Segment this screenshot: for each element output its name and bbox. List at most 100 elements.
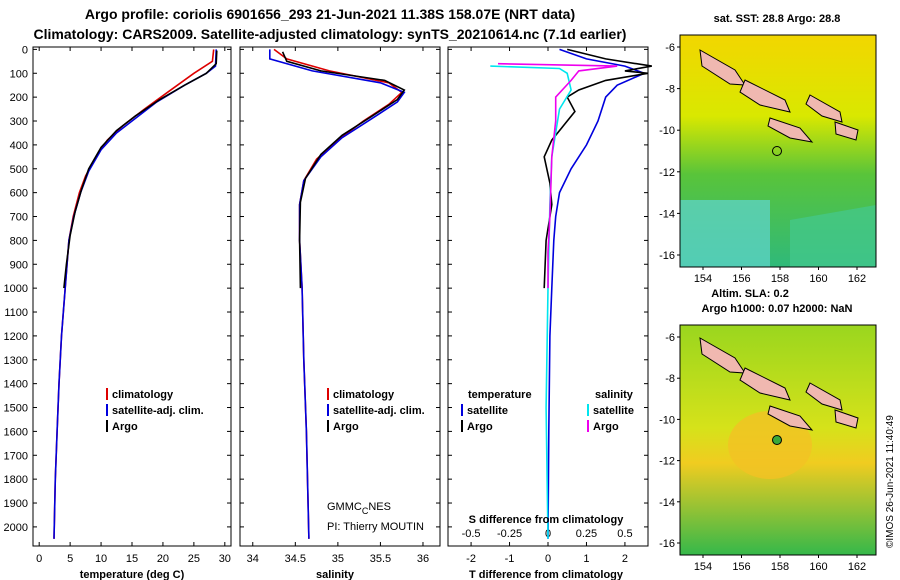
- map-bottom-title-2: Argo h1000: 0.07 h2000: NaN: [701, 303, 852, 315]
- depth-tick-label: 600: [10, 188, 28, 200]
- map-top-frame: [679, 34, 877, 268]
- map-bottom-island-3: [767, 405, 814, 431]
- s-difference-label: S difference from climatology: [469, 514, 625, 526]
- salinity-axis-label: salinity: [316, 569, 355, 580]
- legend-label-t-argo: Argo: [467, 421, 493, 433]
- depth-tick-label: 1500: [4, 403, 28, 415]
- lat-tick-label: -10: [659, 125, 675, 137]
- depth-tick-label: 1300: [4, 355, 28, 367]
- lat-tick-label: -16: [659, 250, 675, 262]
- plot-title-line1: Argo profile: coriolis 6901656_293 21-Ju…: [84, 6, 576, 22]
- credits: GMMCCNES PI: Thierry MOUTIN: [327, 501, 424, 533]
- x-tick-label: 10: [95, 553, 107, 565]
- depth-tick-label: 100: [10, 68, 28, 80]
- depth-tick-label: 1800: [4, 474, 28, 486]
- x-tick-label: 5: [67, 553, 73, 565]
- map-bottom-island-4: [805, 382, 843, 411]
- series-line-s-satellite: [490, 65, 572, 539]
- legend-swatch-climatology: [106, 388, 108, 400]
- depth-axis-labels: 0 100 200 300 400 500 600 700 800 900 1000 1100 1200…: [4, 44, 648, 534]
- depth-tick-label: 1600: [4, 426, 28, 438]
- depth-tick-label: 0: [22, 44, 28, 56]
- depth-tick-label: 1900: [4, 498, 28, 510]
- lon-tick-label: 160: [809, 561, 827, 573]
- depth-tick-label: 2000: [4, 522, 28, 534]
- map-bottom-argo-marker[interactable]: [772, 435, 782, 445]
- lat-tick-label: -14: [659, 208, 675, 220]
- legend-label-argo: Argo: [333, 421, 359, 433]
- lon-tick-label: 156: [732, 561, 750, 573]
- legend-swatch-argo: [327, 420, 329, 432]
- map-top-island-1: [699, 49, 746, 86]
- legend-label-argo: Argo: [112, 421, 138, 433]
- lon-tick-label: 162: [848, 273, 866, 285]
- x-tick-label: 2: [622, 553, 628, 565]
- lon-tick-label: 160: [809, 273, 827, 285]
- map-bottom-island-5: [834, 409, 859, 429]
- salinity-panel-frame: [239, 46, 441, 547]
- x-tick-label: -1: [505, 553, 515, 565]
- lat-tick-label: -6: [665, 42, 675, 54]
- temperature-axis-label: temperature (deg C): [80, 569, 185, 580]
- s-tick-label: -0.25: [497, 528, 522, 540]
- x-tick-label: 20: [157, 553, 169, 565]
- lon-tick-label: 154: [694, 273, 712, 285]
- map-top-argo-marker[interactable]: [772, 146, 782, 156]
- credit-pi: PI: Thierry MOUTIN: [327, 521, 424, 533]
- depth-tick-label: 900: [10, 259, 28, 271]
- lon-tick-label: 158: [771, 561, 789, 573]
- x-tick-label: 15: [126, 553, 138, 565]
- series-line-s-argo: [497, 62, 618, 289]
- x-tick-label: 36: [417, 553, 429, 565]
- series-line-argo: [281, 51, 406, 289]
- lat-tick-label: -6: [665, 332, 675, 344]
- s-tick-label: 0.5: [617, 528, 632, 540]
- legend-title-temperature: temperature: [468, 389, 532, 401]
- map-bottom: [679, 324, 877, 556]
- series-line-satellite-adj-clim-: [53, 49, 217, 539]
- credit-gmmc: GMMCCNES: [327, 501, 391, 516]
- legend-title-salinity: salinity: [595, 389, 634, 401]
- series-line-t-argo: [543, 48, 652, 289]
- map-bottom-warm-patch: [728, 411, 812, 479]
- x-tick-label: 25: [188, 553, 200, 565]
- map-top-island-4: [805, 94, 843, 123]
- map-bottom-island-1: [699, 337, 746, 374]
- legend-swatch-satellite: [106, 404, 108, 416]
- legend-label-satellite: satellite-adj. clim.: [333, 405, 425, 417]
- map-bottom-title-1: Altim. SLA: 0.2: [711, 288, 789, 300]
- series-line-satellite-adj-clim-: [269, 49, 406, 539]
- x-tick-label: 1: [583, 553, 589, 565]
- series-line-climatology: [53, 49, 215, 539]
- legend-label-t-satellite: satellite: [467, 405, 508, 417]
- lat-tick-label: -8: [665, 84, 675, 96]
- depth-tick-label: 1100: [4, 307, 28, 319]
- map-top-island-2: [739, 79, 791, 113]
- depth-tick-label: 700: [10, 212, 28, 224]
- map-bottom-island-2: [739, 367, 791, 401]
- map-top-cool-patch-east: [790, 205, 876, 267]
- series-line-climatology: [273, 48, 403, 539]
- legend-label-s-satellite: satellite: [593, 405, 634, 417]
- lat-tick-label: -16: [659, 538, 675, 550]
- temperature-legend: climatology satellite-adj. clim. Argo: [106, 388, 204, 433]
- lon-tick-label: 162: [848, 561, 866, 573]
- difference-axis-label: T difference from climatology: [469, 569, 624, 580]
- x-tick-label: 0: [36, 553, 42, 565]
- depth-tick-label: 300: [10, 116, 28, 128]
- legend-label-climatology: climatology: [112, 389, 174, 401]
- legend-swatch-t-satellite: [461, 404, 463, 416]
- s-tick-label: -0.5: [462, 528, 481, 540]
- lon-tick-label: 156: [732, 273, 750, 285]
- map-top: [679, 34, 877, 268]
- depth-tick-label: 400: [10, 140, 28, 152]
- depth-tick-label: 800: [10, 235, 28, 247]
- x-tick-label: 34.5: [285, 553, 306, 565]
- difference-legend: temperature salinity satellite Argo sate…: [461, 389, 634, 433]
- legend-swatch-t-argo: [461, 420, 463, 432]
- lat-tick-label: -12: [659, 456, 675, 468]
- map-bottom-axes: -6 -8 -10 -12 -14 -16 154 156 158 160 162: [659, 332, 866, 573]
- legend-swatch-s-argo: [587, 420, 589, 432]
- legend-swatch-climatology: [327, 388, 329, 400]
- salinity-legend: climatology satellite-adj. clim. Argo: [327, 388, 425, 433]
